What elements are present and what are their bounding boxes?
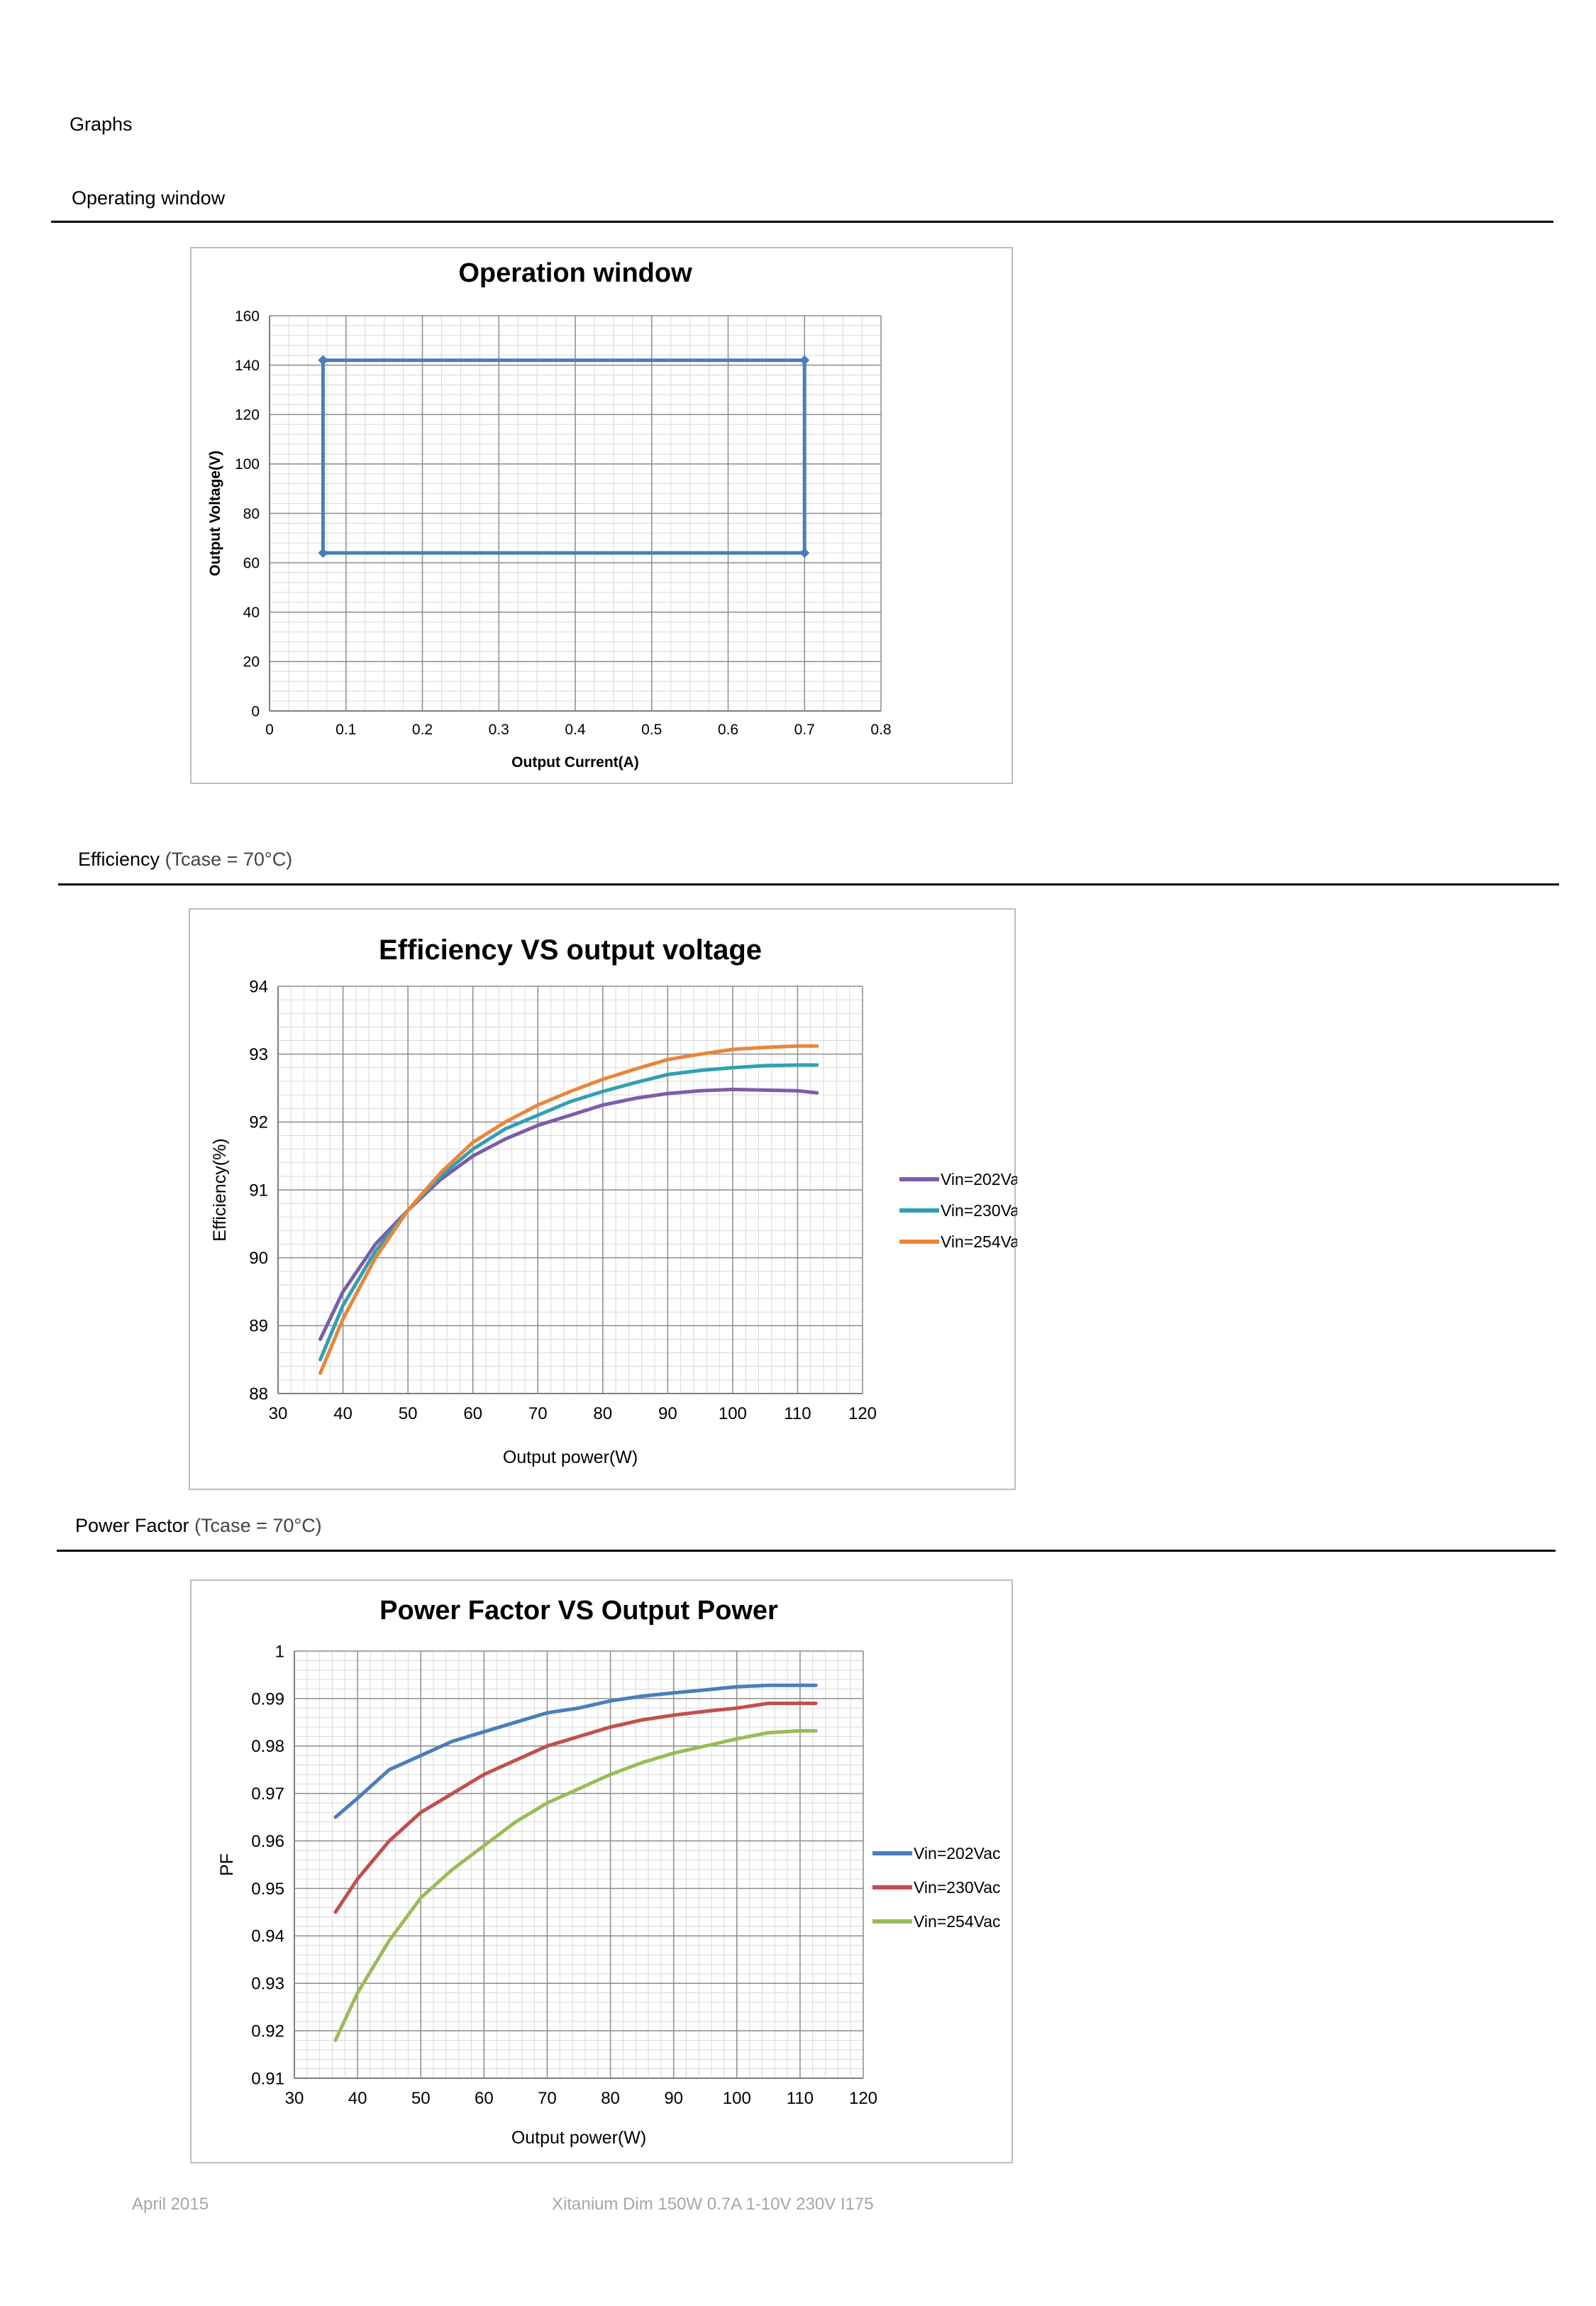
y-tick-label: 160 (235, 308, 260, 324)
x-tick-label: 80 (593, 1404, 612, 1423)
legend-label: Vin=202Vac (914, 1844, 1001, 1863)
section-divider (51, 221, 1553, 223)
chart-title: Power Factor VS Output Power (379, 1596, 778, 1626)
legend-label: Vin=254Vac (941, 1232, 1017, 1251)
section-title-operating-window: Operating window (72, 187, 225, 209)
x-tick-label: 30 (285, 2089, 304, 2108)
y-tick-label: 1 (275, 1642, 284, 1661)
data-point-marker (318, 548, 328, 558)
x-tick-label: 0.6 (718, 722, 738, 738)
x-tick-label: 100 (723, 2089, 751, 2108)
y-tick-label: 90 (249, 1249, 268, 1268)
x-tick-label: 50 (411, 2089, 431, 2108)
y-tick-label: 0.99 (251, 1689, 284, 1709)
x-tick-label: 0.5 (641, 722, 662, 738)
data-point-marker (799, 355, 810, 365)
x-tick-label: 0.7 (794, 722, 815, 738)
x-tick-label: 60 (475, 2089, 494, 2108)
x-tick-label: 100 (719, 1404, 747, 1423)
x-tick-label: 120 (848, 1404, 877, 1423)
y-tick-label: 0.96 (251, 1832, 284, 1851)
chart-title: Efficiency VS output voltage (379, 934, 762, 966)
y-tick-label: 0.95 (251, 1880, 284, 1899)
y-tick-label: 92 (249, 1113, 268, 1132)
x-tick-label: 90 (658, 1404, 677, 1423)
chart-frame-operation-window: 0 0.1 0.2 0.3 0.4 0.5 0.6 0.7 0.8 0 20 40 60 80 100 120… (190, 247, 1013, 784)
series-line-vin-254vac (318, 1044, 819, 1375)
series-line-vin-202vac (333, 1683, 818, 1819)
x-tick-label: 70 (528, 1404, 548, 1423)
y-tick-label: 93 (249, 1045, 268, 1064)
x-axis-label: Output power(W) (511, 2128, 646, 2148)
x-tick-label: 0.3 (489, 722, 509, 738)
x-tick-label: 40 (348, 2089, 367, 2108)
y-tick-label: 89 (249, 1317, 268, 1336)
x-tick-label: 120 (849, 2089, 877, 2108)
series-line-boundary (321, 358, 807, 555)
y-tick-label: 100 (235, 456, 260, 473)
x-tick-label: 0.2 (412, 722, 433, 738)
y-tick-label: 94 (249, 977, 268, 996)
x-tick-label: 0 (265, 722, 274, 738)
section-title-power-factor: Power Factor (Tcase = 70°C) (75, 1515, 322, 1537)
series-line-vin-230vac (333, 1701, 818, 1914)
chart-frame-power-factor: 30 40 50 60 70 80 90 100 110 120 0.91 0.92 0.93 0.94 0… (190, 1579, 1013, 2163)
y-tick-label: 140 (235, 358, 260, 374)
y-tick-label: 88 (249, 1384, 268, 1403)
x-tick-label: 110 (784, 1404, 811, 1423)
data-point-marker (799, 548, 810, 558)
x-tick-label: 70 (538, 2089, 557, 2108)
footer-product: Xitanium Dim 150W 0.7A 1-10V 230V I175 (552, 2195, 874, 2214)
y-axis-label: Output Voltage(V) (207, 451, 223, 576)
y-tick-label: 20 (243, 654, 260, 671)
x-tick-label: 0.8 (870, 722, 891, 738)
efficiency-chart: 30 40 50 60 70 80 90 100 110 120 88 89 90 91 92 93 94 Eff… (210, 934, 1017, 1467)
section-title-efficiency: Efficiency (Tcase = 70°C) (78, 849, 292, 871)
section-title-text: Efficiency (78, 849, 160, 870)
y-tick-label: 91 (249, 1181, 268, 1200)
section-title-text: Operating window (72, 187, 226, 209)
y-tick-label: 0.92 (251, 2022, 284, 2041)
y-tick-label: 0.97 (251, 1784, 284, 1804)
x-tick-label: 90 (664, 2089, 683, 2108)
data-point-marker (318, 355, 328, 365)
y-tick-label: 40 (243, 605, 260, 621)
y-tick-label: 0.91 (251, 2069, 284, 2088)
power-factor-chart: 30 40 50 60 70 80 90 100 110 120 0.91 0.92 0.93 0.94 0… (217, 1596, 1001, 2148)
y-tick-label: 0.94 (251, 1927, 284, 1946)
legend-label: Vin=254Vac (914, 1912, 1001, 1931)
chart-frame-efficiency: 30 40 50 60 70 80 90 100 110 120 88 89 90 91 92 93 94 Eff… (189, 908, 1017, 1490)
section-note: (Tcase = 70°C) (160, 849, 293, 870)
y-tick-label: 0.93 (251, 1975, 284, 1994)
x-tick-label: 0.4 (565, 722, 586, 738)
operation-window-chart: 0 0.1 0.2 0.3 0.4 0.5 0.6 0.7 0.8 0 20 40 60 80 100 120… (207, 258, 892, 771)
x-tick-label: 50 (399, 1404, 418, 1423)
y-axis-label: Efficiency(%) (210, 1138, 230, 1241)
legend-label: Vin=202Vac (941, 1170, 1017, 1188)
x-tick-label: 80 (601, 2089, 620, 2108)
y-tick-label: 120 (235, 407, 260, 424)
page-heading: Graphs (70, 114, 133, 135)
x-tick-label: 40 (333, 1404, 353, 1423)
y-tick-label: 60 (243, 555, 260, 571)
x-axis-label: Output Current(A) (511, 754, 639, 771)
section-note: (Tcase = 70°C) (189, 1515, 322, 1536)
x-axis-label: Output power(W) (503, 1447, 638, 1467)
y-tick-label: 0.98 (251, 1737, 284, 1756)
y-tick-label: 80 (243, 506, 260, 522)
y-tick-label: 0 (251, 703, 260, 719)
series-line-vin-254vac (333, 1728, 818, 2042)
chart-title: Operation window (458, 258, 692, 288)
legend-label: Vin=230Vac (941, 1201, 1017, 1220)
x-tick-label: 30 (269, 1404, 288, 1423)
x-tick-label: 60 (463, 1404, 482, 1423)
legend-label: Vin=230Vac (914, 1878, 1001, 1897)
footer-date: April 2015 (132, 2195, 209, 2214)
x-tick-label: 0.1 (336, 722, 356, 738)
y-axis-label: PF (217, 1853, 237, 1876)
x-tick-label: 110 (787, 2089, 814, 2108)
section-title-text: Power Factor (75, 1515, 189, 1536)
section-divider (58, 883, 1559, 886)
section-divider (57, 1550, 1556, 1552)
